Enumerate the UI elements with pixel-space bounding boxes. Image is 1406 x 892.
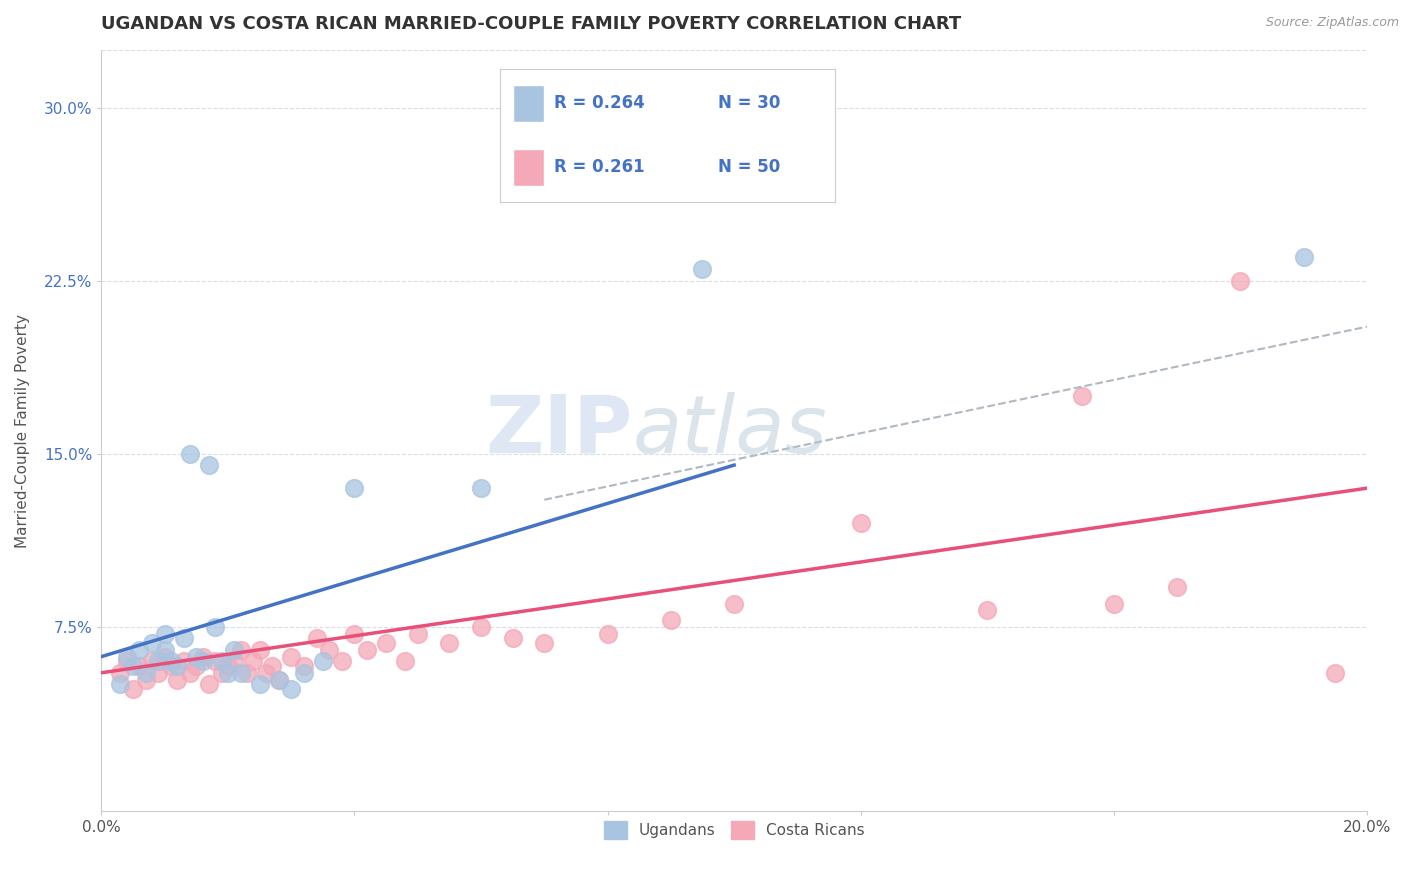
Point	[217, 665, 239, 680]
Point	[211, 665, 233, 680]
Point	[153, 626, 176, 640]
Point	[186, 658, 208, 673]
Point	[723, 597, 745, 611]
Point	[229, 642, 252, 657]
Point	[659, 613, 682, 627]
Point	[596, 626, 619, 640]
Point	[153, 649, 176, 664]
Point	[173, 654, 195, 668]
Point	[198, 458, 221, 472]
Point	[224, 642, 246, 657]
Point	[166, 658, 188, 673]
Point	[470, 619, 492, 633]
Point	[115, 649, 138, 664]
Point	[191, 654, 214, 668]
Point	[135, 665, 157, 680]
Point	[356, 642, 378, 657]
Legend: Ugandans, Costa Ricans: Ugandans, Costa Ricans	[598, 814, 870, 846]
Point	[110, 665, 132, 680]
Point	[280, 681, 302, 696]
Point	[179, 446, 201, 460]
Point	[122, 681, 145, 696]
Point	[330, 654, 353, 668]
Point	[249, 677, 271, 691]
Point	[394, 654, 416, 668]
Point	[292, 665, 315, 680]
Text: atlas: atlas	[633, 392, 828, 469]
Point	[191, 649, 214, 664]
Point	[115, 654, 138, 668]
Point	[343, 626, 366, 640]
Point	[148, 665, 170, 680]
Point	[148, 654, 170, 668]
Point	[254, 665, 277, 680]
Point	[249, 642, 271, 657]
Point	[135, 673, 157, 687]
Point	[262, 658, 284, 673]
Point	[375, 636, 398, 650]
Point	[242, 654, 264, 668]
Point	[198, 677, 221, 691]
Point	[1166, 581, 1188, 595]
Point	[1324, 665, 1347, 680]
Point	[166, 673, 188, 687]
Point	[280, 649, 302, 664]
Point	[141, 636, 163, 650]
Point	[236, 665, 259, 680]
Text: UGANDAN VS COSTA RICAN MARRIED-COUPLE FAMILY POVERTY CORRELATION CHART: UGANDAN VS COSTA RICAN MARRIED-COUPLE FA…	[101, 15, 962, 33]
Point	[267, 673, 290, 687]
Point	[173, 631, 195, 645]
Point	[470, 481, 492, 495]
Text: Source: ZipAtlas.com: Source: ZipAtlas.com	[1265, 16, 1399, 29]
Point	[122, 658, 145, 673]
Point	[153, 642, 176, 657]
Point	[217, 658, 239, 673]
Point	[186, 649, 208, 664]
Point	[312, 654, 335, 668]
Point	[439, 636, 461, 650]
Point	[141, 654, 163, 668]
Point	[224, 654, 246, 668]
Point	[1292, 251, 1315, 265]
Point	[204, 654, 226, 668]
Point	[128, 658, 150, 673]
Point	[692, 262, 714, 277]
Point	[160, 658, 183, 673]
Point	[343, 481, 366, 495]
Point	[229, 665, 252, 680]
Point	[128, 642, 150, 657]
Point	[1071, 389, 1094, 403]
Point	[292, 658, 315, 673]
Y-axis label: Married-Couple Family Poverty: Married-Couple Family Poverty	[15, 313, 30, 548]
Point	[267, 673, 290, 687]
Point	[502, 631, 524, 645]
Point	[1102, 597, 1125, 611]
Point	[849, 516, 872, 530]
Point	[110, 677, 132, 691]
Point	[1229, 274, 1251, 288]
Point	[160, 654, 183, 668]
Point	[533, 636, 555, 650]
Point	[976, 603, 998, 617]
Point	[179, 665, 201, 680]
Text: ZIP: ZIP	[485, 392, 633, 469]
Point	[305, 631, 328, 645]
Point	[318, 642, 340, 657]
Point	[204, 619, 226, 633]
Point	[406, 626, 429, 640]
Point	[211, 654, 233, 668]
